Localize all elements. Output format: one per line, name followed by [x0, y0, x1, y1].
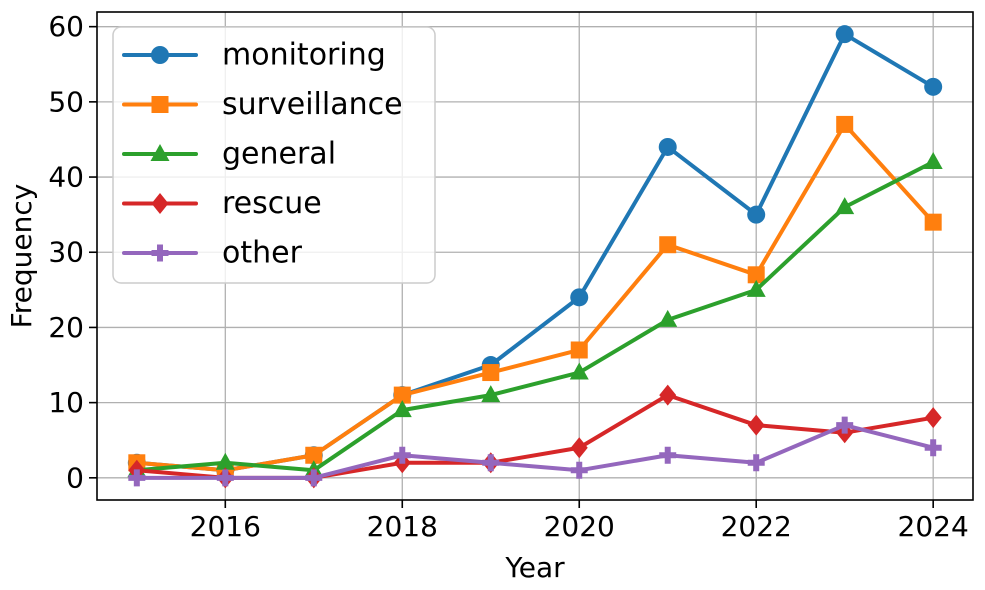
- y-tick-label: 30: [48, 236, 84, 269]
- x-tick-label: 2018: [367, 510, 438, 543]
- legend-label: monitoring: [222, 38, 386, 73]
- marker-surveillance: [924, 213, 942, 231]
- marker-monitoring: [570, 288, 589, 307]
- series-line-other: [134, 423, 936, 480]
- marker-monitoring: [924, 77, 943, 96]
- marker-general: [569, 362, 589, 380]
- marker-other: [482, 454, 500, 472]
- marker-surveillance: [482, 364, 500, 382]
- y-axis-label: Frequency: [5, 184, 38, 329]
- marker-surveillance: [836, 115, 854, 133]
- x-tick-label: 2016: [190, 510, 261, 543]
- series-other: [128, 416, 942, 487]
- legend-label: other: [222, 236, 303, 271]
- legend-label: general: [222, 137, 336, 172]
- legend-entry-general: general: [122, 137, 336, 172]
- marker-other: [747, 454, 765, 472]
- y-tick-label: 20: [48, 311, 84, 344]
- marker-monitoring: [747, 205, 766, 224]
- legend-marker-square: [151, 96, 169, 113]
- series-line-surveillance: [134, 122, 936, 473]
- series-line-general: [134, 160, 936, 473]
- y-tick-label: 0: [66, 461, 84, 494]
- x-axis-label: Year: [504, 551, 565, 584]
- legend-marker-diamond: [151, 193, 169, 214]
- legend-marker-triangle: [150, 144, 170, 161]
- series-layer: [127, 25, 943, 489]
- marker-surveillance: [747, 266, 765, 284]
- legend-entry-surveillance: surveillance: [122, 87, 403, 122]
- legend-entry-monitoring: monitoring: [122, 38, 386, 73]
- x-tick-label: 2020: [544, 510, 615, 543]
- marker-other: [570, 461, 588, 479]
- marker-general: [658, 309, 678, 327]
- marker-surveillance: [393, 386, 411, 404]
- legend-entry-rescue: rescue: [122, 186, 322, 221]
- y-tick-label: 60: [48, 10, 84, 43]
- marker-monitoring: [658, 137, 677, 156]
- legend-box: [112, 26, 436, 284]
- legend-entry-other: other: [122, 236, 303, 271]
- axes-spines: [96, 11, 974, 501]
- marker-general: [923, 152, 943, 170]
- marker-rescue: [924, 407, 942, 429]
- marker-general: [835, 197, 855, 215]
- legend: monitoring surveillance general rescue other: [112, 26, 436, 284]
- y-tick-label: 50: [48, 85, 84, 118]
- marker-rescue: [747, 414, 765, 436]
- marker-other: [305, 469, 323, 487]
- marker-general: [392, 400, 412, 418]
- marker-general: [215, 452, 235, 470]
- y-tick-label: 40: [48, 161, 84, 194]
- marker-general: [746, 279, 766, 297]
- marker-other: [924, 439, 942, 457]
- x-tick-label: 2024: [898, 510, 969, 543]
- x-tick-label: 2022: [721, 510, 792, 543]
- plot-border: [96, 11, 974, 501]
- legend-label: rescue: [222, 186, 322, 221]
- marker-other: [836, 416, 854, 434]
- legend-label: surveillance: [222, 87, 403, 122]
- marker-monitoring: [835, 25, 854, 44]
- marker-surveillance: [305, 446, 323, 464]
- marker-surveillance: [659, 236, 677, 254]
- marker-rescue: [570, 437, 588, 459]
- marker-other: [216, 469, 234, 487]
- marker-general: [481, 385, 501, 403]
- y-tick-label: 10: [48, 386, 84, 419]
- marker-rescue: [659, 384, 677, 406]
- marker-surveillance: [570, 341, 588, 359]
- legend-marker-circle: [151, 46, 169, 64]
- legend-marker-plus: [151, 244, 169, 262]
- marker-other: [659, 446, 677, 464]
- tick-layer: 0 10 20 30 40 50 60 2016 2018 2020 2022 2024: [48, 10, 968, 543]
- marker-other: [393, 446, 411, 464]
- marker-other: [128, 469, 146, 487]
